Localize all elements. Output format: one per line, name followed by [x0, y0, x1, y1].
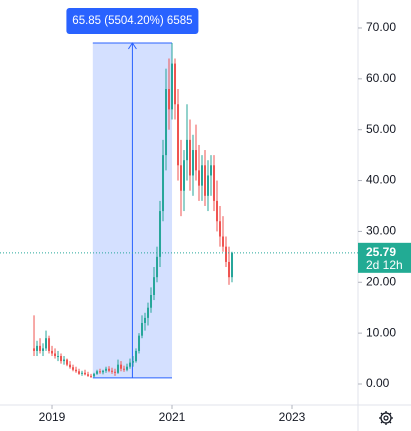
candle-body [156, 256, 159, 278]
candle-body [126, 366, 129, 370]
candle-body [222, 236, 225, 247]
candle-body [66, 359, 69, 365]
candle-body [39, 345, 42, 351]
candle-body [36, 345, 39, 351]
candle-body [117, 364, 120, 373]
candle-body [216, 200, 219, 222]
y-tick-label: 20.00 [366, 274, 396, 288]
candle-body [96, 371, 99, 374]
candle-body [90, 375, 93, 377]
candle-body [78, 371, 81, 374]
candle-body [63, 359, 66, 362]
candle-body [231, 252, 234, 278]
candle-body [159, 211, 162, 257]
candle-body [111, 370, 114, 372]
candle-body [84, 372, 87, 375]
candle-body [192, 150, 195, 176]
candle-body [33, 348, 36, 351]
candle-body [54, 353, 57, 357]
candle-body [87, 374, 90, 376]
y-tick-label: 40.00 [366, 173, 396, 187]
x-tick-label: 2021 [159, 410, 186, 424]
candle-body [132, 361, 135, 363]
candle-body [213, 165, 216, 201]
candle-body [108, 368, 111, 371]
last-price-badge [358, 242, 411, 273]
x-tick-label: 2023 [279, 410, 306, 424]
gear-teeth [379, 411, 393, 425]
y-tick-label: 60.00 [366, 71, 396, 85]
measure-label-bg [66, 8, 199, 34]
y-tick-label: 0.00 [366, 376, 390, 390]
candle-body [141, 322, 144, 336]
candle-body [72, 367, 75, 370]
measure-label: 65.85 (5504.20%) 6585 [72, 15, 192, 27]
candle-body [198, 170, 201, 186]
candle-body [60, 356, 63, 362]
candle-body [123, 368, 126, 370]
candle-body [204, 165, 207, 196]
candle-body [57, 356, 60, 358]
candle-body [69, 364, 72, 368]
candle-body [177, 104, 180, 166]
candle-body [168, 89, 171, 110]
candle-body [48, 338, 51, 351]
y-tick-label: 70.00 [366, 20, 396, 34]
candle-body [165, 89, 168, 156]
last-price-label: 25.79 [366, 245, 396, 259]
candle-body [42, 348, 45, 351]
candle-body [150, 294, 153, 308]
candle-body [147, 307, 150, 318]
settings-icon[interactable] [379, 411, 393, 425]
candle-body [210, 165, 213, 176]
y-tick-label: 10.00 [366, 325, 396, 339]
candle-body [180, 165, 183, 191]
candle-body [81, 372, 84, 374]
y-tick-label: 30.00 [366, 224, 396, 238]
candle-body [120, 364, 123, 369]
candle-body [207, 175, 210, 196]
candle-body [105, 368, 108, 371]
candle-body [219, 221, 222, 237]
x-tick-label: 2019 [39, 410, 66, 424]
candle-body [45, 338, 48, 349]
candle-body [195, 150, 198, 171]
candle-body [102, 370, 105, 373]
candle-body [144, 317, 147, 323]
candle-body [186, 139, 189, 161]
candle-body [183, 160, 186, 191]
countdown-label: 2d 12h [366, 258, 403, 272]
candle-body [51, 350, 54, 354]
candle-body [138, 335, 141, 351]
candle-body [114, 371, 117, 373]
y-tick-label: 50.00 [366, 122, 396, 136]
candle-body [225, 246, 228, 262]
candle-body [189, 139, 192, 176]
candle-body [201, 165, 204, 186]
candle-body [135, 350, 138, 362]
candle-body [162, 155, 165, 212]
candle-body [174, 63, 177, 105]
measure-arrowhead [127, 42, 137, 50]
candle-body [75, 369, 78, 372]
candle-body [228, 261, 231, 278]
candle-body [129, 362, 132, 367]
candle-body [153, 277, 156, 295]
candle-body [171, 63, 174, 110]
candle-body [93, 373, 96, 377]
gear-hub [383, 415, 389, 421]
candle-body [99, 371, 102, 373]
